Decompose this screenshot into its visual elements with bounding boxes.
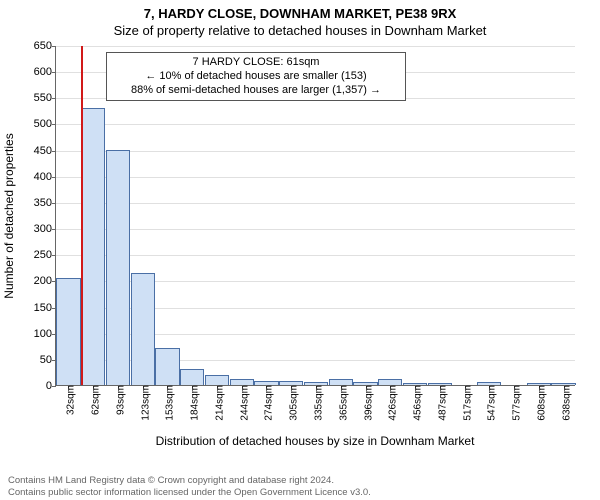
histogram-bar [155,348,179,385]
y-tick-label: 550 [34,92,56,104]
y-tick-label: 100 [34,328,56,340]
gridline [56,124,575,125]
chart-title-main: 7, HARDY CLOSE, DOWNHAM MARKET, PE38 9RX [0,0,600,21]
x-tick-label: 335sqm [308,385,325,421]
gridline [56,151,575,152]
plot-area: 0501001502002503003504004505005506006503… [55,46,575,386]
y-tick-label: 400 [34,171,56,183]
footer-line-1: Contains HM Land Registry data © Crown c… [8,475,600,486]
y-tick-label: 300 [34,223,56,235]
x-tick-label: 577sqm [506,385,523,421]
gridline [56,203,575,204]
y-axis-label: Number of detached properties [2,133,16,298]
y-tick-label: 150 [34,302,56,314]
x-tick-label: 365sqm [332,385,349,421]
x-tick-label: 244sqm [233,385,250,421]
histogram-bar [180,369,204,385]
x-tick-label: 32sqm [60,385,77,415]
histogram-bar [205,375,229,385]
x-tick-label: 214sqm [208,385,225,421]
chart-footer: Contains HM Land Registry data © Crown c… [0,475,600,498]
x-tick-label: 608sqm [530,385,547,421]
y-tick-label: 600 [34,66,56,78]
y-tick-label: 650 [34,40,56,52]
x-tick-label: 62sqm [85,385,102,415]
histogram-bar [106,150,130,385]
x-tick-label: 93sqm [109,385,126,415]
y-tick-label: 450 [34,145,56,157]
x-tick-label: 456sqm [407,385,424,421]
histogram-bar [81,108,105,385]
x-tick-label: 396sqm [357,385,374,421]
gridline [56,46,575,47]
annotation-line: 88% of semi-detached houses are larger (… [113,84,399,98]
gridline [56,177,575,178]
y-tick-label: 200 [34,275,56,287]
x-tick-label: 517sqm [456,385,473,421]
x-tick-label: 123sqm [134,385,151,421]
chart-title-sub: Size of property relative to detached ho… [0,21,600,38]
gridline [56,229,575,230]
histogram-bar [131,273,155,385]
chart-container: 7, HARDY CLOSE, DOWNHAM MARKET, PE38 9RX… [0,0,600,500]
x-tick-label: 547sqm [481,385,498,421]
annotation-line: 7 HARDY CLOSE: 61sqm [113,56,399,70]
x-tick-label: 305sqm [283,385,300,421]
y-tick-label: 250 [34,249,56,261]
footer-line-2: Contains public sector information licen… [8,487,600,498]
y-tick-label: 0 [46,380,56,392]
gridline [56,255,575,256]
x-tick-label: 184sqm [184,385,201,421]
annotation-box: 7 HARDY CLOSE: 61sqm← 10% of detached ho… [106,52,406,101]
x-axis-label: Distribution of detached houses by size … [156,434,475,448]
y-tick-label: 500 [34,118,56,130]
y-tick-label: 50 [40,354,56,366]
x-tick-label: 426sqm [382,385,399,421]
histogram-bar [56,278,80,385]
reference-marker-line [81,46,83,385]
x-tick-label: 274sqm [258,385,275,421]
annotation-line: ← 10% of detached houses are smaller (15… [113,70,399,84]
x-tick-label: 487sqm [431,385,448,421]
y-tick-label: 350 [34,197,56,209]
x-tick-label: 153sqm [159,385,176,421]
x-tick-label: 638sqm [555,385,572,421]
